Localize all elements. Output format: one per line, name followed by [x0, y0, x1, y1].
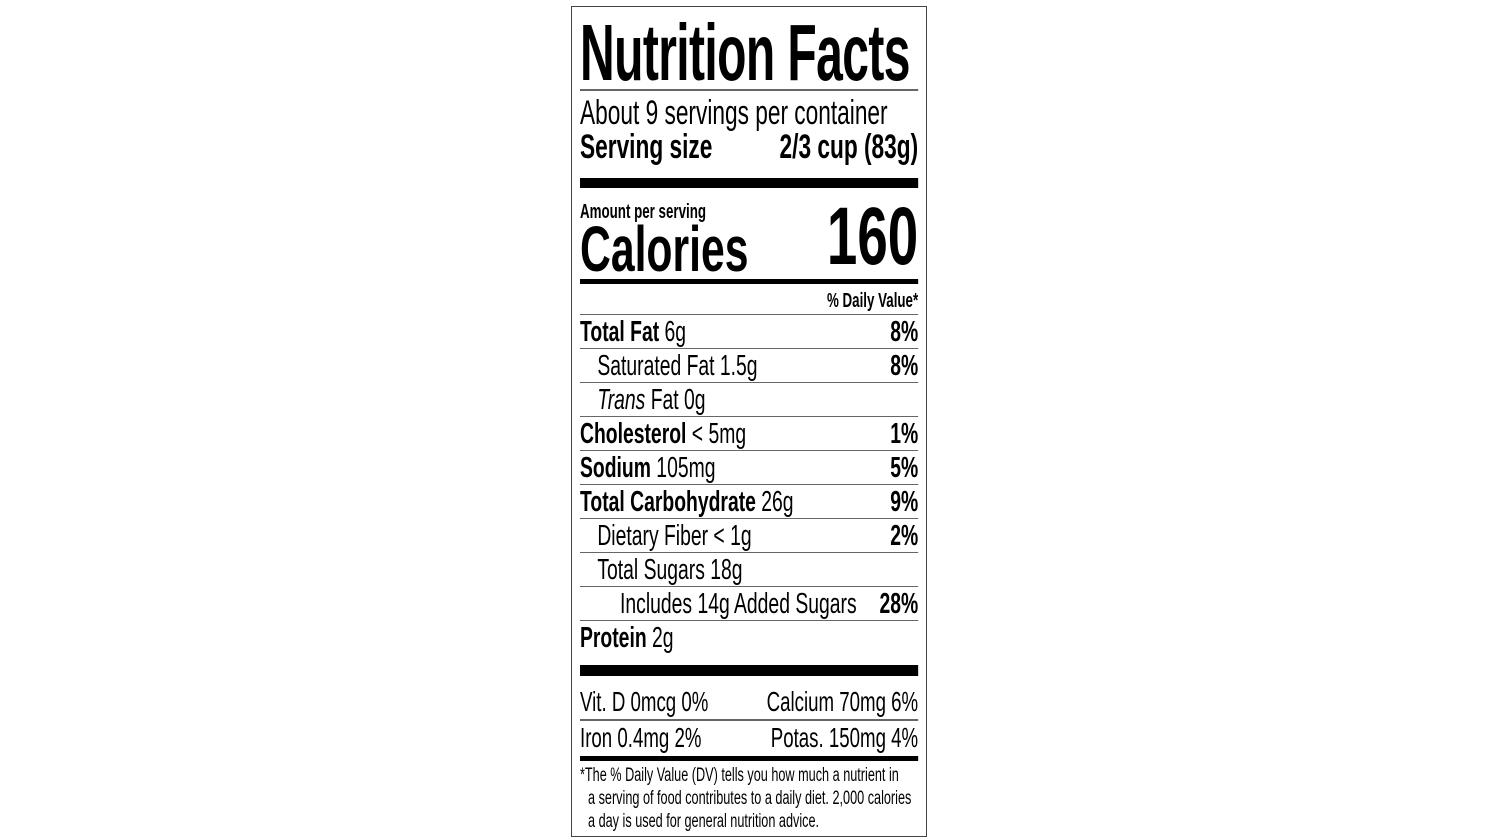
serving-size-value: 2/3 cup (83g): [779, 128, 919, 166]
calories-value: 160: [826, 191, 919, 282]
label-title: Nutrition Facts: [580, 8, 910, 97]
nutrient-row-total-carbohydrate: Total Carbohydrate 26g 9%: [580, 484, 919, 518]
vitamin-row: Vit. D 0mcg 0% Calcium 70mg 6%: [580, 686, 919, 717]
nutrient-row-trans-fat: Trans Fat 0g: [580, 382, 919, 416]
nutrient-list: Total Fat 6g 8% Saturated Fat 1.5g 8% Tr…: [580, 314, 919, 654]
nutrient-row-total-fat: Total Fat 6g 8%: [580, 314, 919, 348]
medium-divider: [580, 279, 919, 284]
nutrient-row-sodium: Sodium 105mg 5%: [580, 450, 919, 484]
vitamin-row: Iron 0.4mg 2% Potas. 150mg 4%: [580, 721, 919, 753]
daily-value-header: % Daily Value*: [826, 290, 919, 312]
amount-per-serving: Amount per serving: [580, 201, 707, 223]
medium-divider: [580, 756, 919, 761]
servings-per-container: About 9 servings per container: [580, 94, 888, 132]
nutrient-row-dietary-fiber: Dietary Fiber < 1g 2%: [580, 518, 919, 552]
thick-divider: [580, 665, 919, 676]
nutrition-facts-label: Nutrition Facts About 9 servings per con…: [571, 6, 927, 837]
calories-label: Calories: [580, 213, 749, 285]
serving-size-label: Serving size: [580, 128, 713, 166]
thick-divider: [580, 178, 919, 188]
vitamins-minerals: Vit. D 0mcg 0% Calcium 70mg 6% Iron 0.4m…: [580, 685, 919, 755]
divider: [580, 719, 919, 721]
nutrient-row-total-sugars: Total Sugars 18g: [580, 552, 919, 586]
divider: [580, 89, 919, 91]
nutrient-row-added-sugars: Includes 14g Added Sugars 28%: [580, 586, 919, 620]
footnote: *The % Daily Value (DV) tells you how mu…: [580, 765, 912, 832]
serving-size: Serving size 2/3 cup (83g): [580, 129, 918, 165]
nutrient-row-cholesterol: Cholesterol < 5mg 1%: [580, 416, 919, 450]
nutrient-row-saturated-fat: Saturated Fat 1.5g 8%: [580, 348, 919, 382]
nutrient-row-protein: Protein 2g: [580, 620, 919, 654]
